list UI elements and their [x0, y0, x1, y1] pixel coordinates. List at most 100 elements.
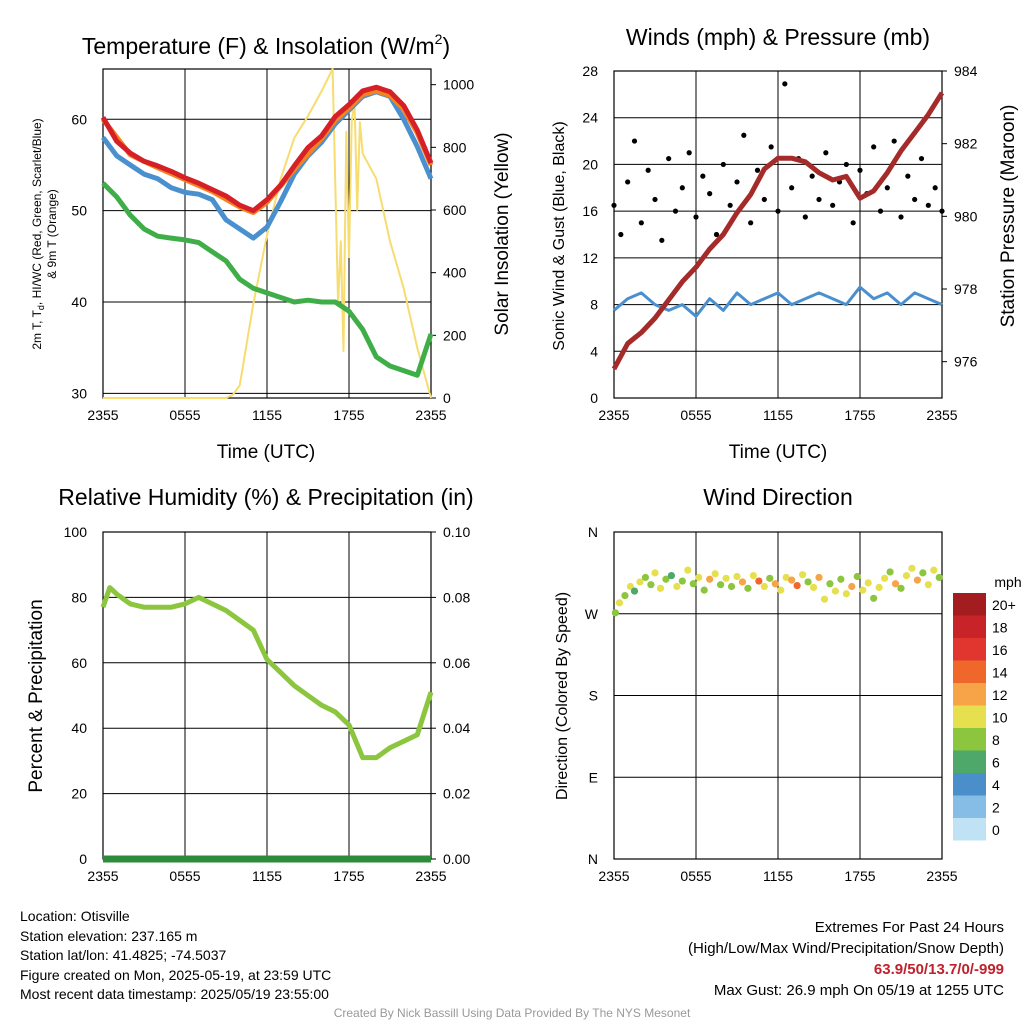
series-sonic-wind [613, 285, 943, 318]
station-info: Location: Otisville Station elevation: 2… [20, 907, 331, 1005]
legend-swatch [953, 683, 986, 706]
gust-point [672, 208, 679, 214]
y-tick-label: 16 [582, 203, 598, 219]
direction-point [656, 584, 665, 592]
direction-point [641, 573, 650, 582]
legend-swatch [953, 615, 986, 638]
direction-point [611, 609, 619, 617]
gust-point [666, 155, 672, 162]
y-tick-label: 50 [71, 203, 87, 219]
direction-point [804, 578, 812, 586]
direction-point [809, 583, 818, 592]
x-tick-label: 1755 [333, 407, 364, 423]
y2-tick-label: 1000 [443, 77, 474, 93]
location-text: Location: Otisville [20, 908, 130, 924]
direction-point [870, 594, 878, 602]
y2-tick-label: 0 [443, 390, 451, 406]
gust-point [768, 144, 774, 150]
gust-point [761, 196, 767, 203]
direction-point [815, 573, 823, 582]
y-tick-label: 0 [79, 851, 87, 867]
legend-label: 4 [992, 777, 1000, 793]
winds-ylabel-right: Station Pressure (Maroon) [998, 105, 1019, 328]
x-tick-label: 2355 [415, 407, 446, 423]
gust-point [754, 167, 761, 173]
gust-point [686, 150, 692, 156]
legend-swatch [953, 773, 986, 796]
gust-point [905, 173, 911, 179]
y-tick-label: E [589, 769, 598, 785]
y2-tick-label: 200 [443, 327, 467, 343]
direction-point [615, 599, 624, 607]
gust-point [857, 167, 863, 173]
direction-point [684, 566, 692, 574]
gust-point [918, 155, 925, 162]
direction-point [621, 591, 629, 600]
direction-point [733, 572, 741, 581]
legend-swatch [953, 818, 986, 841]
legend-swatch [953, 705, 986, 728]
gust-point [925, 202, 931, 208]
direction-point [831, 587, 840, 595]
extremes-values: 63.9/50/13.7/0/-999 [873, 961, 1004, 978]
plot-layer: 2355 0555 1155 1755 235530405060020040060080… [64, 63, 978, 884]
direction-point [853, 572, 861, 581]
elevation-text: Station elevation: 237.165 m [20, 927, 198, 944]
gust-point [631, 138, 638, 144]
direction-point [886, 568, 894, 576]
y2-tick-label: 400 [443, 265, 467, 281]
gust-point [638, 220, 644, 226]
x-tick-label: 2355 [598, 407, 629, 423]
y-tick-label: 20 [582, 156, 598, 172]
gust-point [891, 138, 897, 144]
gust-point [659, 237, 665, 243]
plot-area-winds: 2355 0555 1155 1755 235504812162024289769789… [582, 63, 977, 423]
y2-tick-label: 980 [954, 208, 978, 224]
latlon-text: Station lat/lon: 41.4825; -74.5037 [20, 947, 227, 963]
extremes-subtitle: (High/Low/Max Wind/Precipitation/Snow De… [688, 940, 1004, 957]
gust-point [816, 196, 822, 203]
x-tick-label: 0555 [680, 868, 711, 884]
y2-tick-label: 982 [954, 136, 978, 152]
direction-point [749, 572, 758, 580]
y2-tick-label: 0.02 [443, 786, 470, 802]
direction-point [782, 573, 790, 582]
plot-frame [102, 68, 432, 399]
winds-title: Winds (mph) & Pressure (mb) [626, 24, 930, 50]
plot-frame [613, 70, 943, 399]
legend-swatch [953, 593, 986, 616]
direction-point [897, 584, 905, 592]
y2-tick-label: 0.08 [443, 589, 470, 605]
direction-point [722, 574, 730, 582]
gust-point [734, 179, 740, 185]
direction-point [837, 575, 845, 583]
gust-point [912, 196, 918, 203]
x-tick-label: 1155 [763, 868, 793, 884]
direction-point [919, 569, 927, 577]
direction-point [695, 573, 703, 582]
series-solar-insolation [103, 68, 432, 399]
gust-point [748, 220, 754, 226]
y-tick-label: S [589, 688, 598, 704]
direction-point [902, 572, 911, 580]
y-tick-label: 4 [590, 343, 598, 359]
direction-point [744, 584, 752, 592]
speed-legend-title: mph [994, 574, 1021, 590]
direction-point [777, 586, 785, 594]
x-tick-label: 1755 [333, 868, 364, 884]
gust-point [679, 185, 685, 191]
y-tick-label: N [588, 851, 598, 867]
direction-point [673, 582, 681, 591]
direction-point [717, 581, 725, 589]
plot-area-humidity: 2355 0555 1155 1755 23550204060801000.000.02… [64, 524, 471, 884]
x-tick-label: 0555 [169, 868, 200, 884]
x-tick-label: 2355 [926, 868, 957, 884]
direction-point [771, 580, 779, 588]
y-tick-label: N [588, 524, 598, 540]
series-2m-t [100, 84, 434, 214]
y-tick-label: 20 [71, 786, 87, 802]
y-tick-label: 40 [71, 294, 87, 310]
y-tick-label: 28 [582, 63, 598, 79]
